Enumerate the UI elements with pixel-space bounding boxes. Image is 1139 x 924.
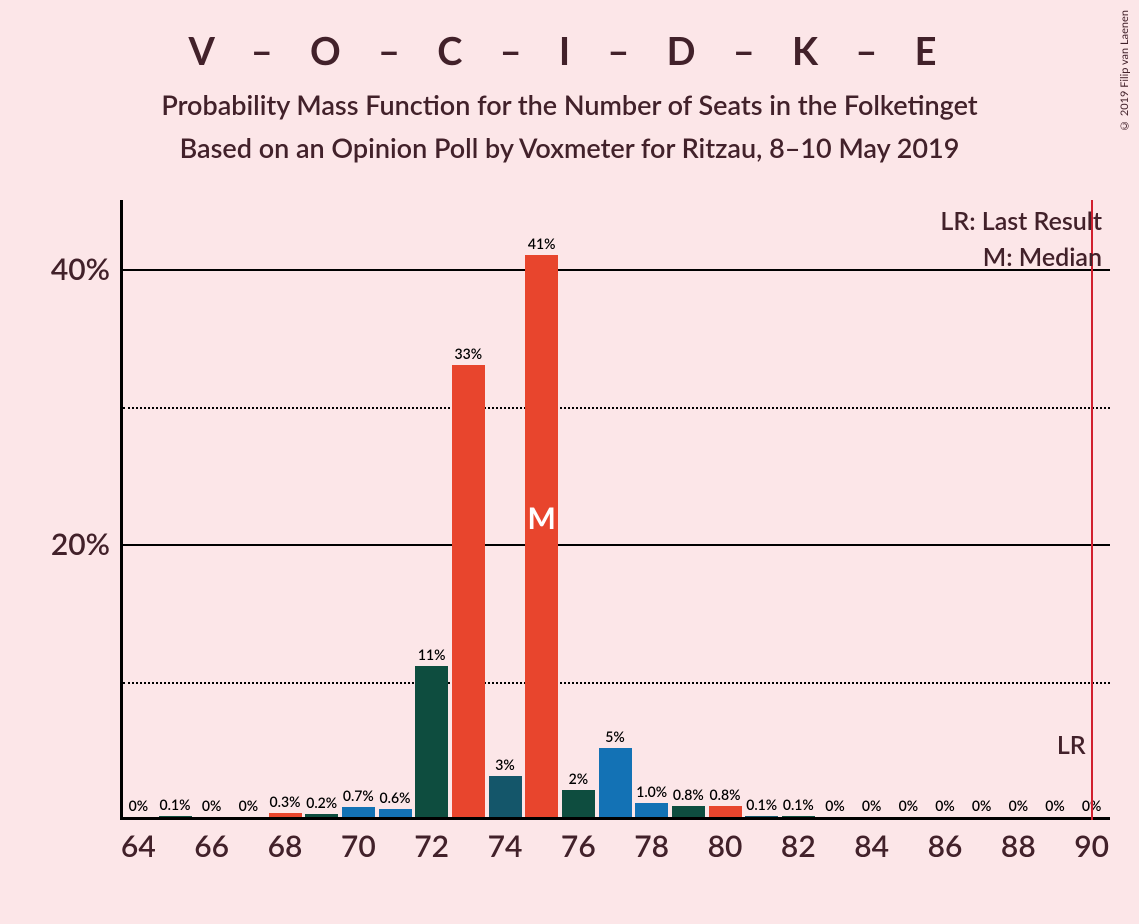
bar-value-label: 2% bbox=[569, 770, 588, 787]
bar-value-label: 0% bbox=[1045, 797, 1064, 814]
y-tick-label: 20% bbox=[51, 526, 110, 562]
bar-value-label: 0.8% bbox=[710, 786, 741, 803]
x-tick-label: 82 bbox=[781, 828, 816, 864]
bar-value-label: 3% bbox=[495, 756, 514, 773]
bar-value-label: 0% bbox=[239, 797, 258, 814]
bar-value-label: 0.8% bbox=[673, 786, 704, 803]
x-tick-label: 64 bbox=[121, 828, 156, 864]
bar bbox=[379, 809, 412, 817]
x-tick-label: 66 bbox=[194, 828, 229, 864]
y-axis bbox=[120, 200, 123, 820]
x-tick-label: 84 bbox=[854, 828, 889, 864]
x-axis bbox=[120, 817, 1110, 820]
bar-value-label: 0% bbox=[202, 797, 221, 814]
x-tick-label: 74 bbox=[488, 828, 523, 864]
last-result-label: LR bbox=[1057, 730, 1086, 760]
bar-value-label: 0.7% bbox=[343, 787, 374, 804]
bar-value-label: 1.0% bbox=[636, 783, 667, 800]
bar-value-label: 11% bbox=[418, 646, 446, 663]
bar bbox=[672, 806, 705, 817]
gridline bbox=[123, 682, 1110, 684]
bar bbox=[305, 814, 338, 817]
bar-value-label: 0% bbox=[825, 797, 844, 814]
copyright-text: © 2019 Filip van Laenen bbox=[1118, 10, 1131, 132]
bar-value-label: 0% bbox=[972, 797, 991, 814]
bar-value-label: 33% bbox=[455, 345, 483, 362]
x-tick-label: 86 bbox=[928, 828, 963, 864]
chart-subtitle-1: Probability Mass Function for the Number… bbox=[0, 88, 1139, 121]
x-tick-label: 70 bbox=[341, 828, 376, 864]
x-tick-label: 88 bbox=[1001, 828, 1036, 864]
legend-last-result: LR: Last Result bbox=[940, 206, 1102, 236]
median-label: M bbox=[527, 500, 555, 536]
y-tick-label: 40% bbox=[51, 251, 110, 287]
bar-value-label: 5% bbox=[605, 728, 624, 745]
gridline bbox=[123, 269, 1110, 271]
x-tick-label: 76 bbox=[561, 828, 596, 864]
bar-value-label: 0.1% bbox=[746, 796, 777, 813]
bar-value-label: 0.1% bbox=[783, 796, 814, 813]
bar bbox=[159, 816, 192, 817]
bar-value-label: 0.2% bbox=[306, 794, 337, 811]
bar bbox=[342, 807, 375, 817]
bar-value-label: 41% bbox=[528, 235, 556, 252]
bar-value-label: 0% bbox=[935, 797, 954, 814]
x-tick-label: 72 bbox=[414, 828, 449, 864]
x-tick-label: 90 bbox=[1074, 828, 1109, 864]
x-tick-label: 78 bbox=[634, 828, 669, 864]
bar-value-label: 0.3% bbox=[270, 793, 301, 810]
x-tick-label: 80 bbox=[708, 828, 743, 864]
chart-title: V – O – C – I – D – K – E bbox=[0, 0, 1139, 74]
bar-value-label: 0% bbox=[129, 797, 148, 814]
bar bbox=[745, 816, 778, 817]
bar-value-label: 0.1% bbox=[160, 796, 191, 813]
gridline bbox=[123, 407, 1110, 409]
bar bbox=[709, 806, 742, 817]
bar-value-label: 0% bbox=[899, 797, 918, 814]
bar-value-label: 0.6% bbox=[380, 789, 411, 806]
legend-median: M: Median bbox=[983, 242, 1102, 272]
last-result-line bbox=[1091, 200, 1093, 820]
bar bbox=[452, 365, 485, 817]
bar bbox=[489, 776, 522, 817]
bar bbox=[415, 666, 448, 817]
bar bbox=[562, 790, 595, 817]
x-tick-label: 68 bbox=[268, 828, 303, 864]
bar bbox=[635, 803, 668, 817]
chart-subtitle-2: Based on an Opinion Poll by Voxmeter for… bbox=[0, 131, 1139, 164]
bar-value-label: 0% bbox=[1009, 797, 1028, 814]
chart-plot-area: 20%40%64666870727476788082848688900%0.1%… bbox=[120, 200, 1110, 820]
bar-value-label: 0% bbox=[862, 797, 881, 814]
gridline bbox=[123, 544, 1110, 546]
bar bbox=[599, 748, 632, 817]
bar bbox=[782, 816, 815, 817]
bar bbox=[269, 813, 302, 817]
